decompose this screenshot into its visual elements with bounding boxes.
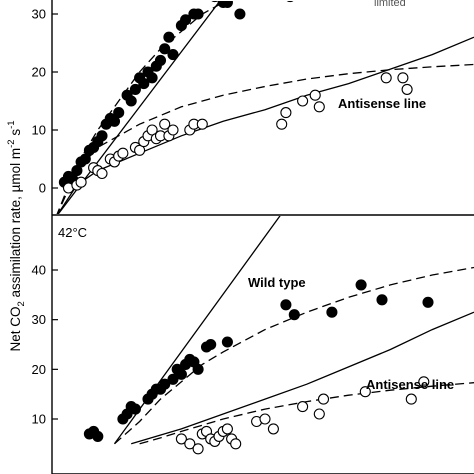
temperature-label: 42°C [58,225,87,240]
filled-data-point [280,299,292,311]
open-data-point [196,118,208,130]
filled-data-point [108,115,121,127]
open-data-point [175,433,187,445]
y-axis-label: Net CO2 assimilation rate, µmol m-2 s-1 [6,120,27,351]
filled-data-point [159,43,171,55]
open-data-point [276,118,288,130]
solid-fit-curve [113,216,281,445]
dashed-fit-curve [139,382,474,445]
filled-data-point [205,338,217,351]
y-tick-label: 40 [32,263,46,278]
y-tick-label: 10 [32,412,46,427]
open-data-point [317,393,330,405]
top-panel: 0 10 20 30 Antisense line limited [32,0,474,216]
series-annotation: limited [374,0,406,9]
open-data-point [359,386,371,398]
filled-data-point [113,107,125,119]
open-data-point [117,147,129,159]
filled-data-point [376,294,388,306]
filled-data-point [211,1,219,3]
filled-data-point [71,165,83,177]
open-data-point [259,413,271,425]
y-axis-title: Net CO2 assimilation rate, µmol m-2 s-1 [6,120,27,351]
open-data-point [184,438,196,450]
series-annotation: Wild type [248,275,306,290]
filled-data-point [180,14,192,26]
open-data-point [280,107,292,119]
solid-fit-curve [131,311,474,445]
plot-area [56,1,474,214]
filled-data-point [286,1,294,3]
filled-data-point [129,403,141,415]
y-tick-label: 30 [32,312,46,327]
open-data-point [192,443,204,455]
y-tick-label: 30 [32,7,46,22]
filled-data-point [221,336,233,348]
filled-data-point [355,279,367,291]
series-annotation: Antisense line [338,96,426,111]
open-data-point [309,89,321,101]
filled-data-point [192,363,204,375]
filled-data-point [234,8,246,20]
open-data-point [297,95,309,107]
y-tick-label: 20 [32,362,46,377]
open-data-point [230,438,242,450]
filled-data-point [159,378,171,390]
filled-data-point [288,309,300,321]
filled-data-point [154,54,167,66]
filled-data-point [167,49,179,61]
open-data-point [75,176,87,188]
plot-area [83,216,474,455]
filled-data-point [192,8,204,20]
open-data-point [380,72,392,84]
y-tick-label: 0 [39,181,46,196]
series-annotation: Antisense line [366,377,454,392]
filled-data-point [129,83,141,95]
bottom-panel: 10 20 30 40 42°C Wild type Antisense line [32,215,474,474]
open-data-point [297,401,309,413]
filled-data-point [163,31,175,43]
open-data-point [267,423,279,435]
y-tick-label: 10 [32,123,46,138]
open-data-point [313,101,325,113]
filled-data-point [138,78,150,90]
dashed-fit-curve [114,266,474,445]
filled-data-point [221,1,233,8]
solid-fit-curve [57,36,474,214]
y-tick-label: 20 [32,65,46,80]
filled-data-point [96,130,108,142]
filled-data-point [167,373,179,385]
open-data-point [405,393,417,405]
open-data-point [96,167,108,180]
open-data-point [401,83,413,95]
open-data-point [418,376,430,388]
open-data-point [313,408,325,420]
filled-data-point [175,368,187,380]
filled-data-point [326,306,338,318]
filled-data-point [92,430,104,442]
filled-data-point [125,95,137,107]
open-data-point [134,144,146,156]
filled-data-point [146,72,158,84]
open-data-point [397,72,409,84]
open-data-point [159,118,171,130]
filled-data-point [422,296,434,308]
open-data-point [221,423,233,435]
open-data-point [167,124,179,136]
open-data-point [146,124,158,136]
